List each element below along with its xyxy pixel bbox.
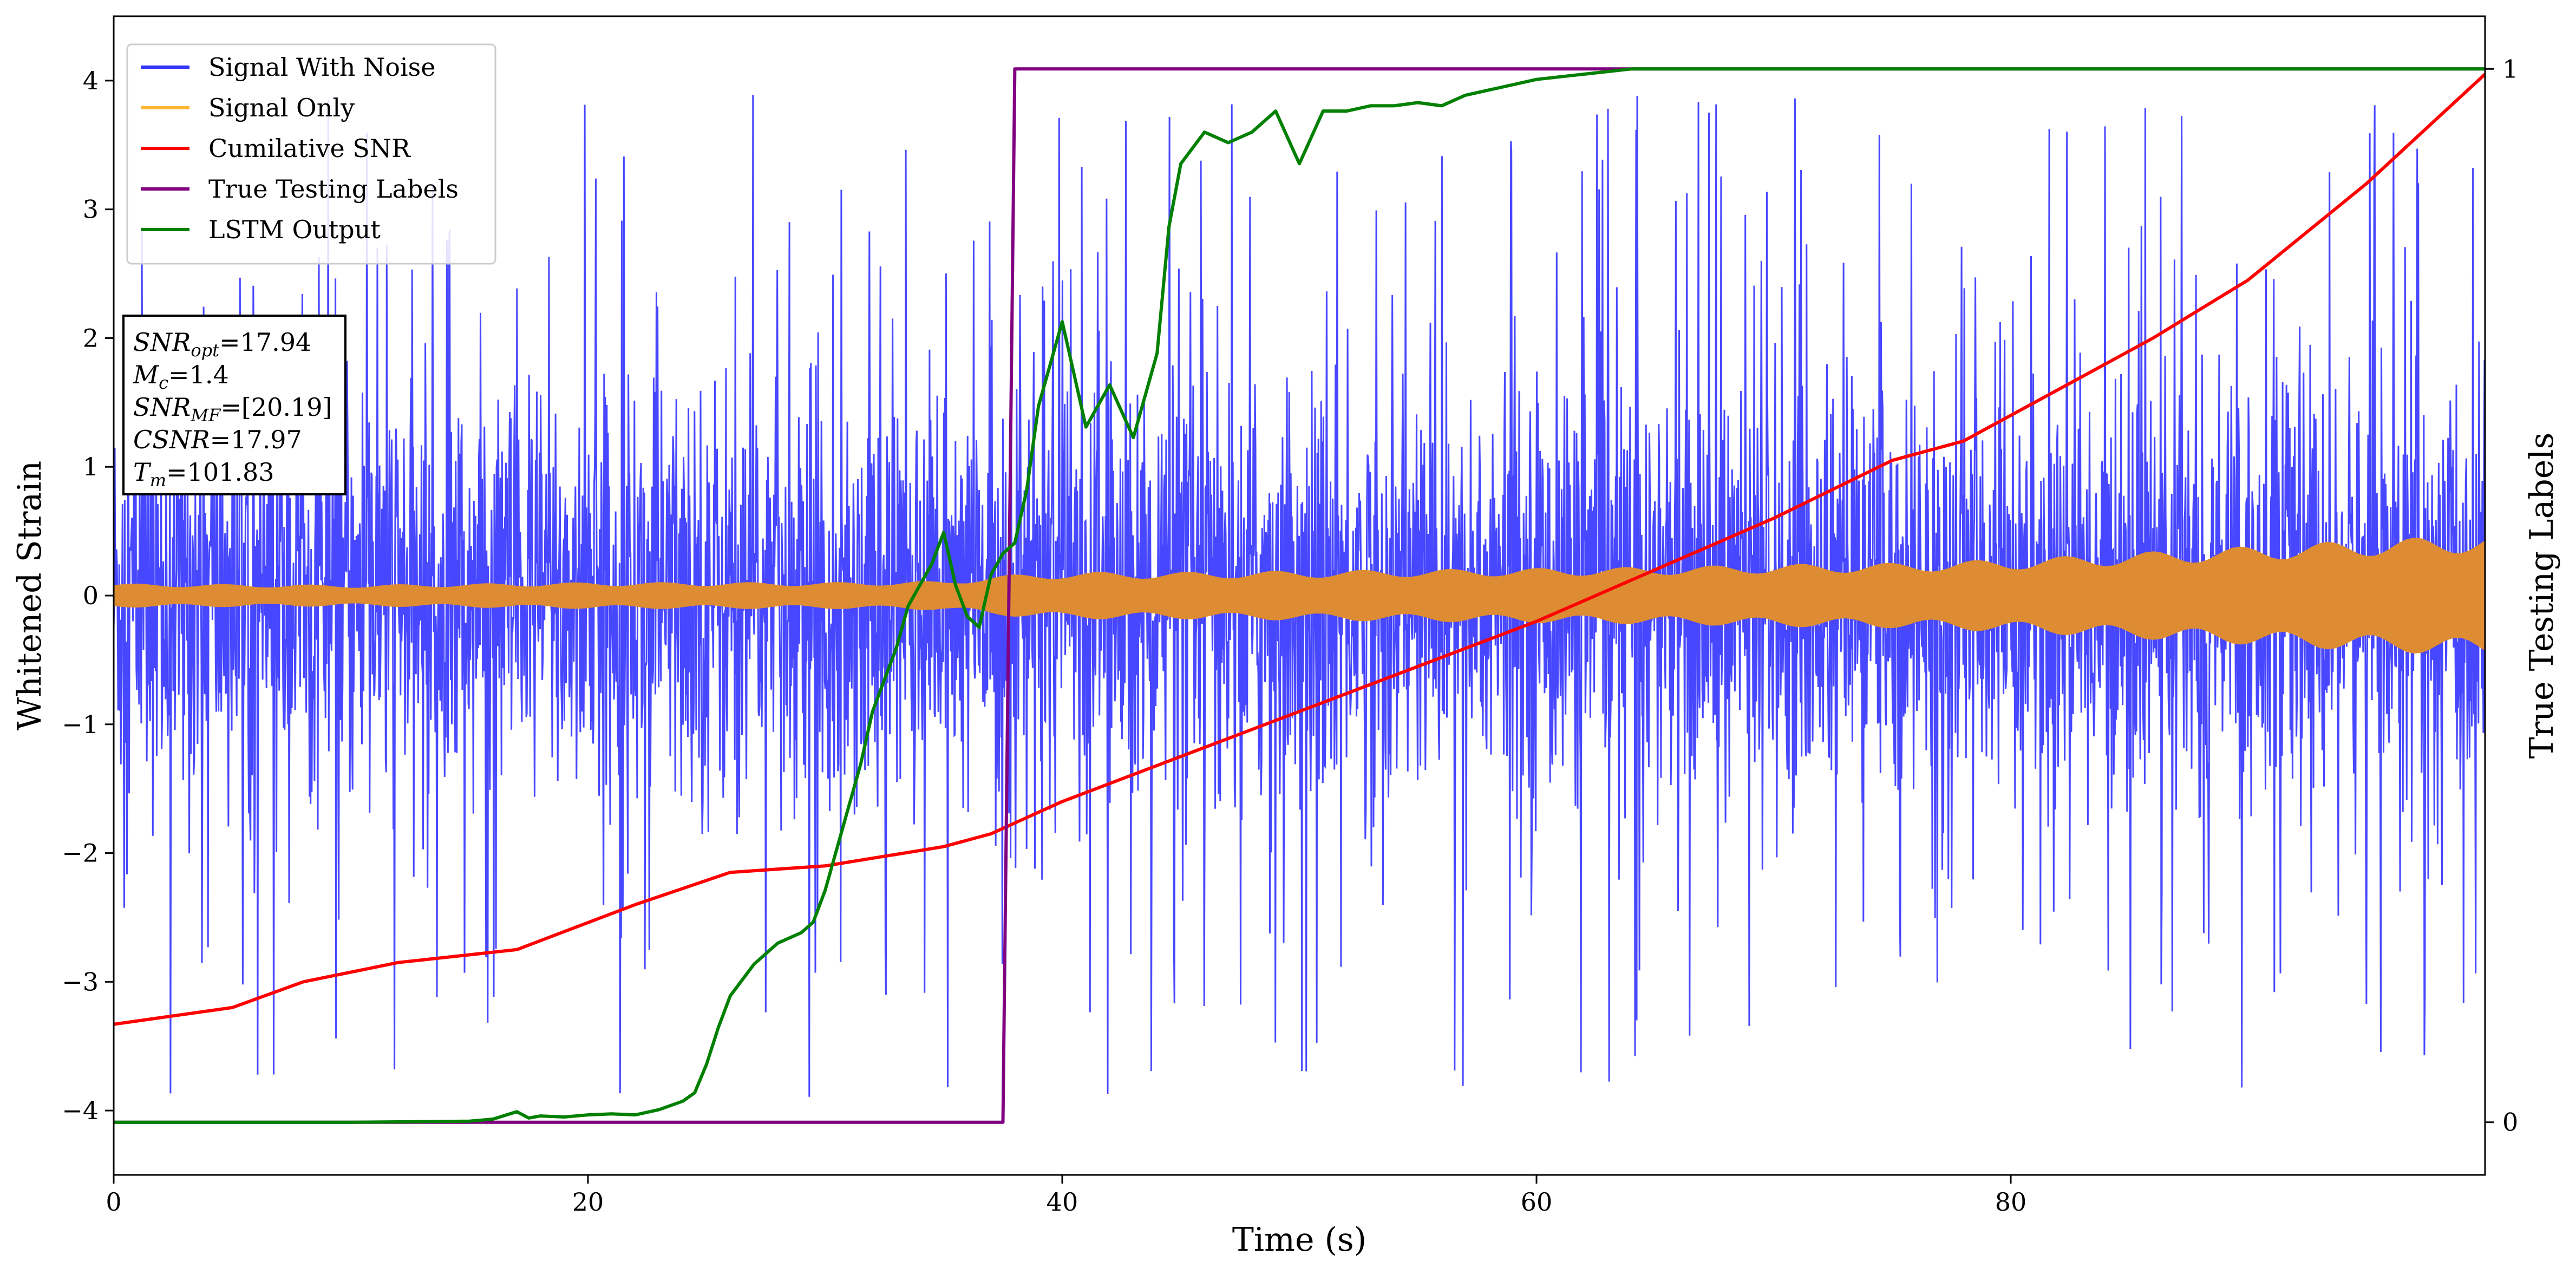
y-tick-label: 0 bbox=[83, 581, 99, 610]
x-tick-label: 60 bbox=[1521, 1187, 1553, 1217]
y-tick-label: −4 bbox=[62, 1096, 99, 1125]
series-lstm-output bbox=[114, 67, 2485, 1124]
x-axis-label: Time (s) bbox=[1232, 1221, 1367, 1259]
y2-tick-label: 0 bbox=[2502, 1108, 2518, 1137]
y-tick-label: −2 bbox=[62, 839, 99, 868]
x-tick-label: 20 bbox=[572, 1187, 604, 1217]
y2-tick-label: 1 bbox=[2502, 54, 2518, 83]
legend-label: Signal With Noise bbox=[208, 53, 435, 82]
series-signal-only bbox=[114, 537, 2485, 654]
y2-axis-label: True Testing Labels bbox=[2523, 433, 2561, 759]
annotation-line: CSNR=17.97 bbox=[133, 425, 302, 454]
legend: Signal With Noise Signal Only Cumilative S… bbox=[126, 43, 496, 265]
legend-item: Cumilative SNR bbox=[141, 134, 411, 163]
legend-label: Signal Only bbox=[208, 93, 355, 122]
x-tick-label: 80 bbox=[1995, 1187, 2027, 1217]
y-tick-label: 3 bbox=[83, 195, 99, 224]
x-tick-label: 0 bbox=[106, 1187, 121, 1217]
series-layer bbox=[114, 67, 2485, 1124]
legend-item: LSTM Output bbox=[141, 215, 381, 244]
annotation-frame bbox=[122, 315, 346, 495]
annotation-line: SNRMF=[20.19] bbox=[133, 393, 332, 426]
annotation-line: Mc=1.4 bbox=[133, 360, 229, 393]
annotation-line: Tm=101.83 bbox=[133, 458, 274, 491]
x-tick-label: 40 bbox=[1047, 1187, 1078, 1217]
legend-item: True Testing Labels bbox=[141, 174, 459, 204]
annotation-line: SNRopt=17.94 bbox=[133, 328, 311, 361]
legend-frame bbox=[126, 43, 496, 265]
legend-item: Signal With Noise bbox=[141, 53, 435, 82]
y-tick-label: −3 bbox=[62, 967, 99, 996]
y-axis-label: Whitened Strain bbox=[11, 461, 49, 730]
y-tick-label: 2 bbox=[83, 323, 99, 352]
y-tick-label: 4 bbox=[83, 66, 99, 95]
legend-label: True Testing Labels bbox=[208, 174, 459, 204]
annotation-box: SNRopt=17.94Mc=1.4SNRMF=[20.19]CSNR=17.9… bbox=[122, 315, 346, 495]
legend-label: Cumilative SNR bbox=[208, 134, 411, 163]
y-tick-label: 1 bbox=[83, 452, 99, 481]
legend-label: LSTM Output bbox=[208, 215, 381, 244]
legend-item: Signal Only bbox=[141, 93, 355, 122]
series-cumilative-snr bbox=[114, 73, 2485, 1026]
y-tick-label: −1 bbox=[62, 710, 99, 739]
